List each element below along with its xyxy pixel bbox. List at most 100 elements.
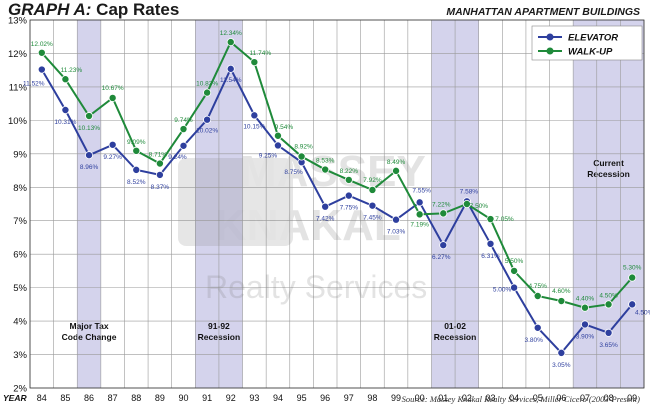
shaded-period-label2-3: Recession — [587, 169, 630, 179]
data-point-walk-up — [108, 93, 117, 102]
data-point-walk-up — [368, 185, 377, 194]
data-point-elevator — [368, 201, 377, 210]
x-tick-label: 94 — [273, 393, 283, 403]
x-tick-label: 87 — [108, 393, 118, 403]
y-tick-label: 13% — [8, 16, 28, 27]
y-axis: 2% 3% 4% 5% 6% 7% 8% 9% 10% 11% 12% 13% — [8, 16, 28, 395]
x-tick-label: 97 — [344, 393, 354, 403]
x-tick-label: 91 — [202, 393, 212, 403]
x-tick-label: 03 — [485, 393, 495, 403]
data-label-elevator: 9.25% — [259, 152, 278, 159]
plot-border — [29, 19, 645, 389]
data-point-walk-up — [85, 112, 94, 121]
data-label-walk-up: 7.92% — [363, 177, 382, 184]
data-label-elevator: 10.31% — [54, 119, 76, 126]
data-point-walk-up — [321, 165, 330, 174]
data-label-walk-up: 4.60% — [552, 288, 571, 295]
title-prefix: GRAPH A: — [8, 0, 92, 19]
x-tick-label: 05 — [533, 393, 543, 403]
data-point-elevator — [604, 328, 613, 337]
data-point-elevator — [510, 283, 519, 292]
x-tick-label: 93 — [249, 393, 259, 403]
data-point-elevator — [628, 300, 637, 309]
data-label-elevator: 3.05% — [552, 362, 571, 369]
series-lines — [40, 40, 633, 355]
data-point-elevator — [203, 115, 212, 124]
data-point-walk-up — [580, 303, 589, 312]
data-point-walk-up — [203, 88, 212, 97]
data-point-walk-up — [486, 215, 495, 224]
data-label-elevator: 3.90% — [576, 333, 595, 340]
y-tick-label: 3% — [13, 350, 27, 361]
data-label-elevator: 3.80% — [525, 337, 544, 344]
data-label-walk-up: 4.75% — [529, 283, 548, 290]
y-tick-label: 12% — [8, 49, 28, 60]
watermark-line3: Realty Services — [205, 269, 427, 305]
data-label-walk-up: 10.13% — [78, 125, 100, 132]
data-point-elevator — [273, 141, 282, 150]
data-label-walk-up: 11.23% — [61, 67, 83, 74]
data-label-elevator: 8.96% — [80, 164, 99, 171]
data-point-walk-up — [604, 300, 613, 309]
data-point-walk-up — [510, 266, 519, 275]
x-tick-label: 06 — [556, 393, 566, 403]
data-point-elevator — [155, 170, 164, 179]
x-tick-label: 96 — [320, 393, 330, 403]
data-label-walk-up: 9.74% — [174, 117, 193, 124]
data-label-walk-up: 8.53% — [316, 158, 335, 165]
data-point-elevator — [108, 140, 117, 149]
data-point-walk-up — [61, 75, 70, 84]
data-point-elevator — [439, 241, 448, 250]
data-label-walk-up: 10.67% — [102, 85, 124, 92]
x-tick-label: 89 — [155, 393, 165, 403]
data-point-elevator — [415, 198, 424, 207]
data-point-elevator — [344, 191, 353, 200]
data-label-elevator: 3.65% — [599, 342, 618, 349]
data-label-walk-up: 12.02% — [31, 41, 53, 48]
data-point-elevator — [37, 65, 46, 74]
data-label-elevator: 5.00% — [493, 287, 512, 294]
y-tick-label: 11% — [9, 82, 28, 93]
x-axis-title: YEAR — [3, 393, 27, 403]
data-label-elevator: 7.58% — [460, 188, 479, 195]
x-tick-label: 92 — [226, 393, 236, 403]
legend-entry-0: ELEVATOR — [568, 33, 618, 44]
shaded-period-label-0: Major Tax — [70, 321, 109, 331]
data-point-walk-up — [273, 131, 282, 140]
x-tick-label: 86 — [84, 393, 94, 403]
data-label-walk-up: 11.74% — [250, 50, 272, 57]
data-label-walk-up: 5.50% — [505, 258, 524, 265]
y-tick-label: 2% — [13, 384, 27, 395]
data-label-elevator: 10.15% — [243, 123, 265, 130]
data-label-elevator: 7.45% — [363, 215, 382, 222]
data-point-walk-up — [533, 291, 542, 300]
data-point-elevator — [392, 215, 401, 224]
data-point-walk-up — [250, 58, 259, 67]
x-tick-label: 85 — [60, 393, 70, 403]
data-point-elevator — [85, 151, 94, 160]
gridlines — [29, 19, 645, 389]
data-point-walk-up — [155, 159, 164, 168]
x-tick-label: 01 — [438, 393, 448, 403]
x-tick-label: 09 — [627, 393, 637, 403]
data-label-walk-up: 10.83% — [196, 81, 218, 88]
source-note: Source: Massey Knakal Realty Services, M… — [401, 394, 640, 404]
data-label-elevator: 7.03% — [387, 229, 406, 236]
data-point-walk-up — [226, 38, 235, 47]
data-label-walk-up: 7.05% — [495, 216, 514, 223]
data-label-elevator: 9.27% — [103, 154, 122, 161]
x-tick-label: 04 — [509, 393, 519, 403]
x-tick-label: 07 — [580, 393, 590, 403]
data-point-elevator — [132, 165, 141, 174]
series-points — [37, 38, 637, 357]
data-label-elevator: 7.55% — [412, 187, 431, 194]
data-label-elevator: 8.37% — [151, 184, 170, 191]
data-label-elevator: 6.27% — [432, 254, 451, 261]
data-label-elevator: 8.52% — [127, 179, 146, 186]
data-label-walk-up: 8.71% — [149, 152, 168, 159]
watermark-logo-box — [178, 158, 293, 246]
data-point-walk-up — [37, 48, 46, 57]
x-tick-label: 84 — [37, 393, 47, 403]
data-point-walk-up — [297, 152, 306, 161]
series-line-walk-up — [41, 40, 633, 309]
